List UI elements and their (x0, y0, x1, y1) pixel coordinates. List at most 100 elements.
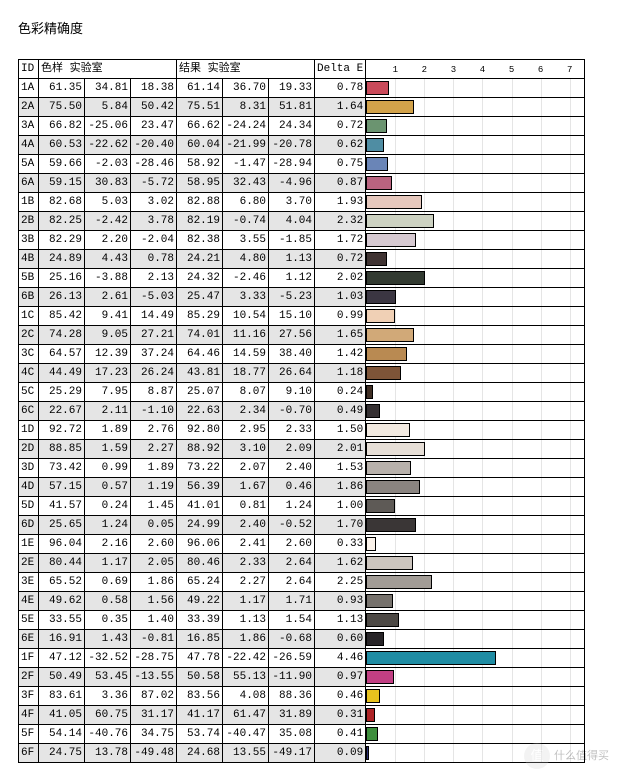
cell-sample-0: 80.44 (39, 554, 85, 573)
cell-sample-0: 85.42 (39, 307, 85, 326)
deltae-bar (366, 214, 433, 228)
cell-result-1: -2.46 (223, 269, 269, 288)
cell-result-1: 2.41 (223, 535, 269, 554)
cell-result-2: 2.60 (269, 535, 315, 554)
cell-sample-0: 59.66 (39, 155, 85, 174)
table-row: 1E96.042.162.6096.062.412.600.33 (19, 535, 585, 554)
table-row: 4D57.150.571.1956.391.670.461.86 (19, 478, 585, 497)
cell-sample-0: 41.57 (39, 497, 85, 516)
cell-bar (366, 611, 585, 630)
cell-sample-0: 74.28 (39, 326, 85, 345)
cell-bar (366, 592, 585, 611)
deltae-bar (366, 252, 387, 266)
cell-sample-2: -28.75 (131, 649, 177, 668)
cell-result-2: 1.71 (269, 592, 315, 611)
cell-result-0: 33.39 (177, 611, 223, 630)
cell-bar (366, 231, 585, 250)
cell-sample-2: 34.75 (131, 725, 177, 744)
cell-deltae: 1.13 (315, 611, 366, 630)
cell-sample-0: 73.42 (39, 459, 85, 478)
cell-result-0: 85.29 (177, 307, 223, 326)
cell-sample-1: -32.52 (85, 649, 131, 668)
cell-id: 6D (19, 516, 39, 535)
cell-sample-0: 22.67 (39, 402, 85, 421)
cell-id: 2B (19, 212, 39, 231)
cell-result-2: -11.90 (269, 668, 315, 687)
cell-sample-0: 16.91 (39, 630, 85, 649)
cell-sample-1: -2.42 (85, 212, 131, 231)
table-row: 2E80.441.172.0580.462.332.641.62 (19, 554, 585, 573)
cell-result-1: 18.77 (223, 364, 269, 383)
cell-id: 3C (19, 345, 39, 364)
cell-result-2: 4.04 (269, 212, 315, 231)
cell-result-0: 25.47 (177, 288, 223, 307)
table-row: 2F50.4953.45-13.5550.5855.13-11.900.97 (19, 668, 585, 687)
axis-tick: 5 (509, 62, 514, 78)
table-row: 3C64.5712.3937.2464.4614.5938.401.42 (19, 345, 585, 364)
cell-sample-2: 1.86 (131, 573, 177, 592)
cell-result-2: 2.40 (269, 459, 315, 478)
cell-result-1: 0.81 (223, 497, 269, 516)
cell-sample-0: 92.72 (39, 421, 85, 440)
cell-bar (366, 155, 585, 174)
cell-result-1: 2.95 (223, 421, 269, 440)
cell-result-1: 2.07 (223, 459, 269, 478)
cell-id: 6F (19, 744, 39, 763)
cell-sample-1: 53.45 (85, 668, 131, 687)
cell-bar (366, 383, 585, 402)
cell-bar (366, 402, 585, 421)
deltae-bar (366, 556, 413, 570)
cell-deltae: 1.65 (315, 326, 366, 345)
cell-result-1: 10.54 (223, 307, 269, 326)
deltae-bar (366, 651, 496, 665)
cell-bar (366, 326, 585, 345)
cell-sample-1: -22.62 (85, 136, 131, 155)
cell-result-1: -40.47 (223, 725, 269, 744)
cell-id: 5E (19, 611, 39, 630)
cell-result-0: 80.46 (177, 554, 223, 573)
cell-sample-2: 1.45 (131, 497, 177, 516)
table-row: 3E65.520.691.8665.242.272.642.25 (19, 573, 585, 592)
page-title: 色彩精确度 (18, 18, 599, 37)
cell-sample-0: 33.55 (39, 611, 85, 630)
cell-deltae: 1.53 (315, 459, 366, 478)
table-row: 5A59.66-2.03-28.4658.92-1.47-28.940.75 (19, 155, 585, 174)
cell-result-0: 73.22 (177, 459, 223, 478)
cell-bar (366, 136, 585, 155)
table-row: 3F83.613.3687.0283.564.0888.360.46 (19, 687, 585, 706)
cell-result-2: -1.85 (269, 231, 315, 250)
cell-result-0: 41.17 (177, 706, 223, 725)
deltae-bar (366, 727, 378, 741)
cell-sample-0: 65.52 (39, 573, 85, 592)
cell-id: 1C (19, 307, 39, 326)
cell-id: 2E (19, 554, 39, 573)
cell-result-1: 4.80 (223, 250, 269, 269)
cell-result-0: 24.32 (177, 269, 223, 288)
cell-sample-0: 25.16 (39, 269, 85, 288)
cell-deltae: 1.93 (315, 193, 366, 212)
cell-result-1: -22.42 (223, 649, 269, 668)
cell-sample-1: 1.59 (85, 440, 131, 459)
cell-sample-0: 47.12 (39, 649, 85, 668)
cell-sample-1: 60.75 (85, 706, 131, 725)
col-result: 结果 实验室 (177, 60, 315, 79)
table-row: 3B82.292.20-2.0482.383.55-1.851.72 (19, 231, 585, 250)
cell-sample-2: 14.49 (131, 307, 177, 326)
table-row: 5D41.570.241.4541.010.811.241.00 (19, 497, 585, 516)
cell-id: 6B (19, 288, 39, 307)
cell-sample-1: -40.76 (85, 725, 131, 744)
cell-id: 1F (19, 649, 39, 668)
table-row: 4F41.0560.7531.1741.1761.4731.890.31 (19, 706, 585, 725)
header-row: ID 色样 实验室 结果 实验室 Delta E 1234567 (19, 60, 585, 79)
cell-result-1: -0.74 (223, 212, 269, 231)
cell-result-0: 24.68 (177, 744, 223, 763)
cell-deltae: 0.78 (315, 79, 366, 98)
cell-bar (366, 573, 585, 592)
cell-deltae: 0.46 (315, 687, 366, 706)
cell-deltae: 1.50 (315, 421, 366, 440)
cell-id: 2C (19, 326, 39, 345)
cell-result-2: -49.17 (269, 744, 315, 763)
cell-result-2: 38.40 (269, 345, 315, 364)
cell-id: 4C (19, 364, 39, 383)
cell-sample-0: 26.13 (39, 288, 85, 307)
